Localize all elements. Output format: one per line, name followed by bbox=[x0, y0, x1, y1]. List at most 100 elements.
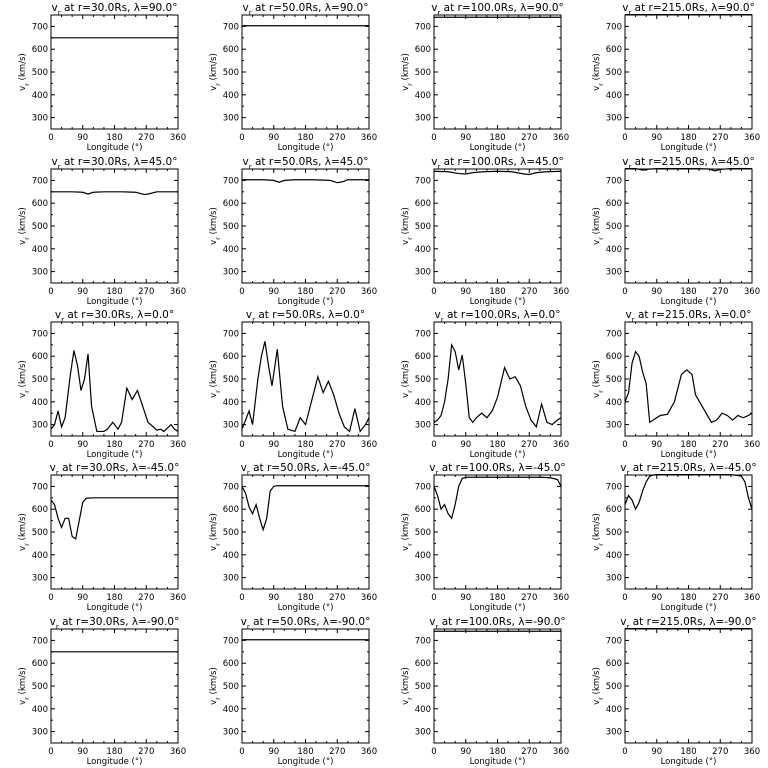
x-tick-label: 180 bbox=[297, 287, 313, 297]
title-var: v bbox=[431, 156, 437, 168]
y-tick-label: 400 bbox=[223, 705, 239, 715]
title-var: v bbox=[429, 616, 435, 628]
y-tick-label: 400 bbox=[32, 398, 48, 408]
y-label-var: v bbox=[209, 393, 219, 398]
y-tick-label: 600 bbox=[32, 659, 48, 669]
y-tick-label: 400 bbox=[415, 91, 431, 101]
x-tick-label: 270 bbox=[521, 593, 537, 603]
x-tick-label: 360 bbox=[170, 747, 186, 757]
x-tick-label: 270 bbox=[521, 440, 537, 450]
title-var-sub: r bbox=[56, 469, 59, 477]
title-rest: at r=100.0Rs, λ=-45.0° bbox=[438, 462, 565, 474]
x-axis-label: Longitude (°) bbox=[661, 297, 717, 307]
y-tick-label: 500 bbox=[32, 222, 48, 232]
y-tick-label: 700 bbox=[223, 636, 239, 646]
y-tick-label: 400 bbox=[415, 398, 431, 408]
y-tick-label: 400 bbox=[32, 245, 48, 255]
x-tick-label: 0 bbox=[622, 440, 627, 450]
y-tick-label: 500 bbox=[223, 375, 239, 385]
y-label-unit: (km/s) bbox=[592, 513, 602, 540]
y-tick-label: 400 bbox=[606, 551, 622, 561]
y-label-unit: (km/s) bbox=[592, 207, 602, 234]
y-tick-label: 700 bbox=[32, 329, 48, 339]
y-label-var: v bbox=[18, 393, 28, 398]
y-label-sub: r bbox=[407, 697, 414, 700]
panel-title: vr at r=215.0Rs, λ=0.0° bbox=[626, 309, 752, 324]
y-label-var: v bbox=[592, 546, 602, 551]
title-var: v bbox=[620, 462, 626, 474]
y-label-unit: (km/s) bbox=[18, 207, 28, 234]
title-var: v bbox=[431, 2, 437, 14]
y-tick-label: 300 bbox=[223, 728, 239, 738]
x-axis-label: Longitude (°) bbox=[470, 603, 526, 613]
x-tick-label: 360 bbox=[744, 133, 760, 143]
panel-title: vr at r=215.0Rs, λ=-45.0° bbox=[620, 462, 756, 477]
y-axis-label: vr (km/s) bbox=[401, 53, 414, 91]
series-line bbox=[434, 342, 561, 429]
y-label-sub: r bbox=[598, 390, 605, 393]
y-tick-label: 300 bbox=[32, 728, 48, 738]
y-tick-label: 300 bbox=[415, 574, 431, 584]
title-var-sub: r bbox=[247, 623, 250, 631]
title-var: v bbox=[241, 462, 247, 474]
y-tick-label: 600 bbox=[415, 505, 431, 515]
title-var-sub: r bbox=[627, 469, 630, 477]
panel-title: vr at r=100.0Rs, λ=0.0° bbox=[435, 309, 561, 324]
y-tick-label: 700 bbox=[223, 482, 239, 492]
title-var: v bbox=[622, 2, 628, 14]
y-label-var: v bbox=[18, 240, 28, 245]
panel-16: vr at r=215.0Rs, λ=-45.0°0 90 180 270 360300… bbox=[592, 462, 760, 613]
panel-12: vr at r=215.0Rs, λ=0.0°0 90 180 270 36030040… bbox=[592, 309, 760, 460]
series-line bbox=[242, 485, 369, 532]
y-tick-label: 500 bbox=[606, 68, 622, 78]
title-var-sub: r bbox=[56, 623, 59, 631]
x-tick-label: 0 bbox=[239, 133, 244, 143]
plot-frame bbox=[433, 474, 562, 590]
y-label-unit: (km/s) bbox=[592, 360, 602, 387]
y-label-sub: r bbox=[24, 83, 31, 86]
x-axis-label: Longitude (°) bbox=[661, 603, 717, 613]
panel-title: vr at r=30.0Rs, λ=0.0° bbox=[55, 309, 174, 324]
x-tick-label: 90 bbox=[460, 133, 471, 143]
y-label-sub: r bbox=[24, 543, 31, 546]
y-tick-label: 700 bbox=[32, 176, 48, 186]
x-tick-label: 360 bbox=[361, 593, 377, 603]
x-tick-label: 0 bbox=[239, 440, 244, 450]
panel-2: vr at r=50.0Rs, λ=90.0°0 90 180 270 36030040… bbox=[209, 2, 377, 153]
y-tick-label: 400 bbox=[606, 91, 622, 101]
title-var: v bbox=[620, 616, 626, 628]
title-var: v bbox=[52, 156, 58, 168]
y-label-unit: (km/s) bbox=[18, 360, 28, 387]
plot-frame bbox=[241, 14, 370, 130]
y-label-sub: r bbox=[24, 390, 31, 393]
y-axis-label: vr (km/s) bbox=[209, 667, 222, 705]
y-tick-label: 300 bbox=[606, 728, 622, 738]
x-tick-label: 360 bbox=[744, 440, 760, 450]
x-tick-label: 90 bbox=[651, 593, 662, 603]
panel-20: vr at r=215.0Rs, λ=-90.0°0 90 180 270 360300… bbox=[592, 616, 760, 767]
plot-frame bbox=[624, 321, 753, 437]
panel-title: vr at r=100.0Rs, λ=-45.0° bbox=[429, 462, 565, 477]
y-label-unit: (km/s) bbox=[209, 667, 219, 694]
y-axis-label: vr (km/s) bbox=[401, 207, 414, 245]
y-tick-label: 300 bbox=[415, 728, 431, 738]
title-rest: at r=100.0Rs, λ=45.0° bbox=[440, 156, 563, 168]
y-label-var: v bbox=[592, 700, 602, 705]
panel-title: vr at r=30.0Rs, λ=-90.0° bbox=[50, 616, 180, 631]
title-rest: at r=50.0Rs, λ=-45.0° bbox=[250, 462, 371, 474]
x-tick-label: 90 bbox=[77, 133, 88, 143]
y-tick-label: 400 bbox=[223, 245, 239, 255]
plot-frame bbox=[241, 474, 370, 590]
x-axis-label: Longitude (°) bbox=[278, 757, 334, 767]
x-axis-label: Longitude (°) bbox=[87, 450, 143, 460]
y-label-unit: (km/s) bbox=[401, 207, 411, 234]
y-label-sub: r bbox=[215, 543, 222, 546]
plot-frame bbox=[624, 168, 753, 284]
y-tick-label: 600 bbox=[32, 352, 48, 362]
panel-title: vr at r=100.0Rs, λ=90.0° bbox=[431, 2, 564, 17]
y-label-sub: r bbox=[598, 697, 605, 700]
y-tick-label: 700 bbox=[606, 22, 622, 32]
title-var-sub: r bbox=[441, 316, 444, 324]
y-label-sub: r bbox=[215, 390, 222, 393]
title-var: v bbox=[429, 462, 435, 474]
